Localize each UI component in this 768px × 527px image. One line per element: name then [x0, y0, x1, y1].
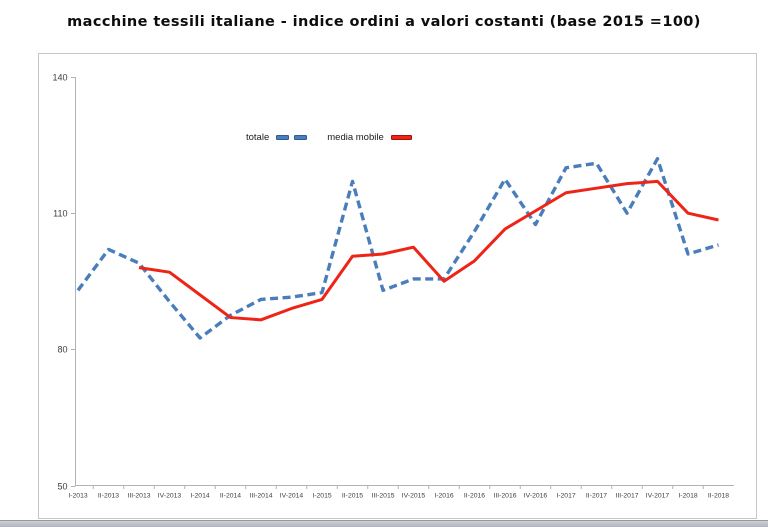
- x-tick-label: II-2013: [98, 493, 119, 500]
- x-tick-label: I-2016: [434, 493, 453, 500]
- media-mobile-line-swatch: [390, 135, 412, 140]
- window-bottom-edge: [0, 520, 768, 527]
- x-tick-label: I-2013: [68, 493, 87, 500]
- x-tick-label: III-2015: [371, 493, 394, 500]
- x-tick-label: III-2016: [493, 493, 516, 500]
- x-tick-label: IV-2014: [280, 493, 304, 500]
- x-tick-label: I-2017: [556, 493, 575, 500]
- legend-item-totale: totale: [246, 132, 308, 143]
- x-tick-label: II-2016: [464, 493, 485, 500]
- totale-dashed-line-swatch: [276, 135, 308, 140]
- x-tick-label: IV-2015: [402, 493, 426, 500]
- x-tick-label: III-2013: [127, 493, 150, 500]
- x-tick-label: I-2014: [190, 493, 209, 500]
- x-tick-label: III-2014: [249, 493, 272, 500]
- x-tick-label: II-2017: [586, 493, 607, 500]
- legend-item-media-mobile: media mobile: [327, 132, 412, 143]
- media-mobile-line: [138, 179, 719, 322]
- chart-legend: totale media mobile: [246, 132, 412, 143]
- x-tick-label: IV-2016: [524, 493, 548, 500]
- x-tick-label: II-2018: [708, 493, 729, 500]
- chart-title: macchine tessili italiane - indice ordin…: [67, 14, 701, 30]
- dash-segment-icon: [276, 135, 290, 140]
- x-tick-label: III-2017: [615, 493, 638, 500]
- x-tick-label: I-2015: [312, 493, 331, 500]
- dash-segment-icon: [294, 135, 308, 140]
- y-tick-label: 140: [52, 73, 67, 83]
- legend-label-media-mobile: media mobile: [327, 132, 384, 143]
- x-tick-label: II-2015: [342, 493, 363, 500]
- y-tick-label: 50: [57, 482, 67, 492]
- legend-label-totale: totale: [246, 132, 270, 143]
- y-tick-label: 80: [57, 345, 67, 355]
- x-tick-label: IV-2013: [158, 493, 182, 500]
- totale-line: [76, 156, 719, 340]
- x-tick-label: I-2018: [678, 493, 697, 500]
- x-tick-label: IV-2017: [646, 493, 670, 500]
- x-tick-label: II-2014: [220, 493, 241, 500]
- y-tick-label: 110: [53, 209, 67, 219]
